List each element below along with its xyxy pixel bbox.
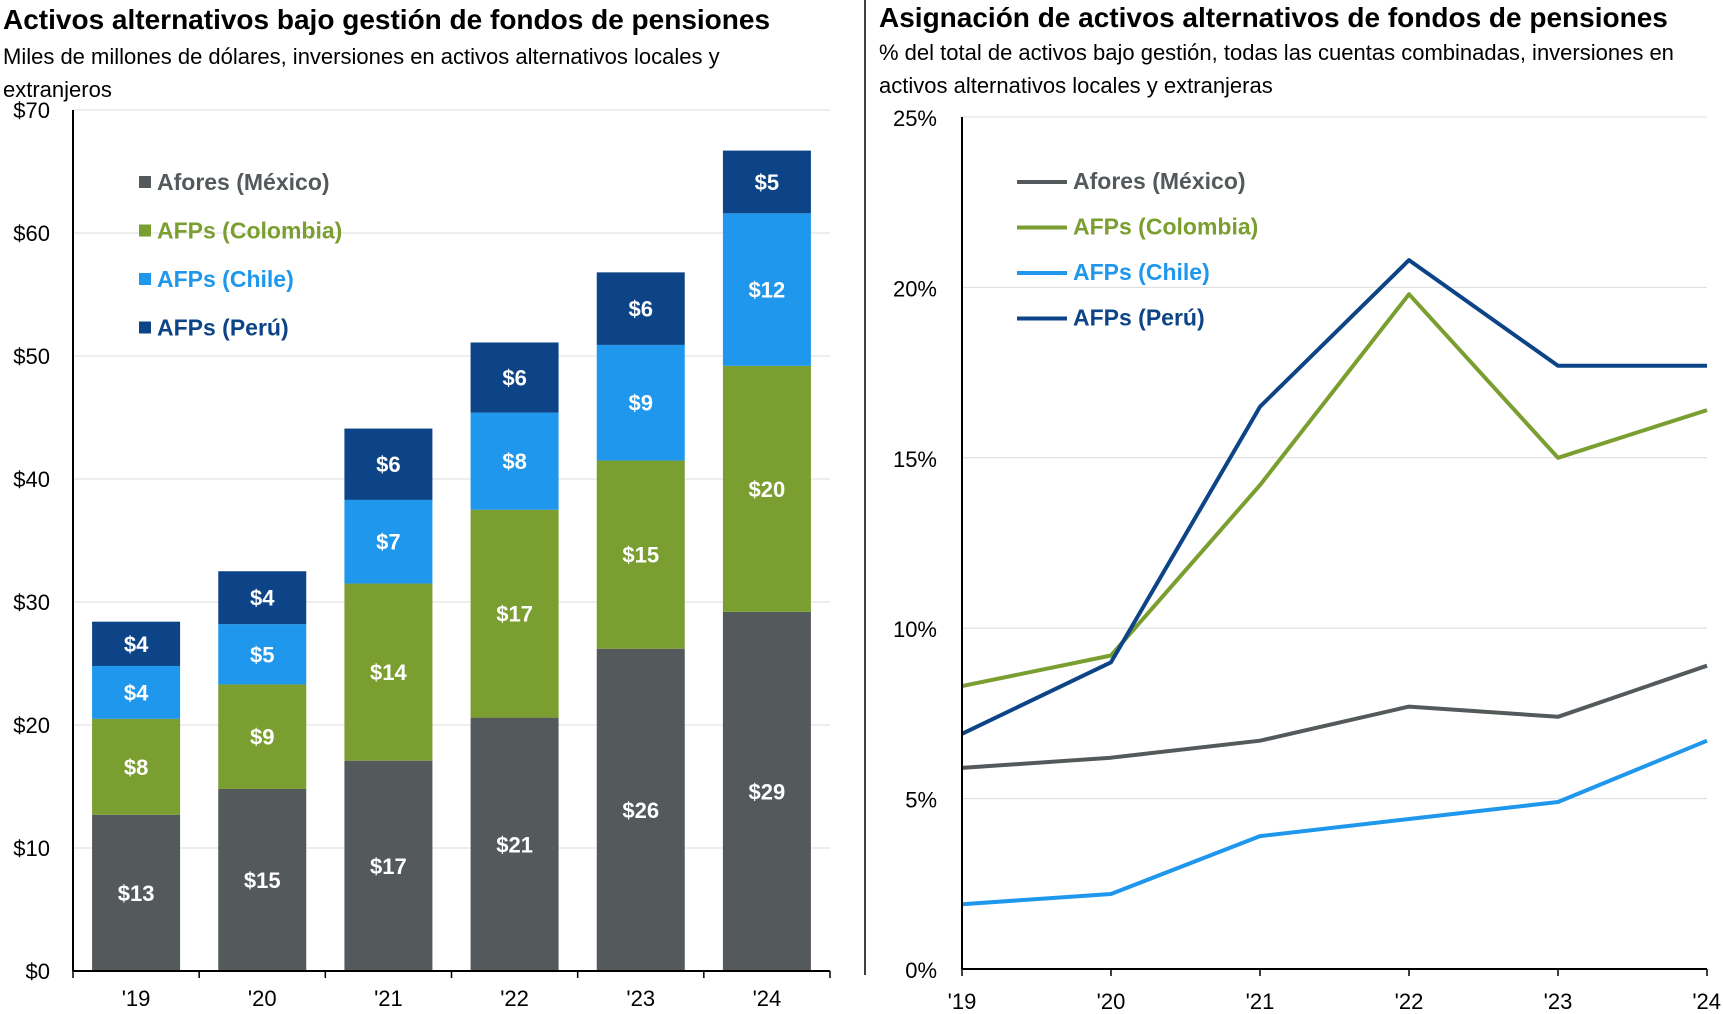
bar-segment	[344, 428, 433, 500]
bar-data-label: $5	[755, 170, 779, 195]
bar-segment	[218, 788, 307, 971]
legend-label: AFPs (Perú)	[157, 315, 289, 341]
bar-segment	[722, 150, 811, 214]
bar-segment	[218, 684, 307, 789]
bar-segment	[722, 611, 811, 971]
legend-label: AFPs (Chile)	[1073, 259, 1210, 285]
y-tick-label: 0%	[905, 958, 937, 983]
y-tick-label: 10%	[893, 617, 937, 642]
bar-segment	[596, 460, 685, 649]
bar-segment	[596, 344, 685, 461]
legend-label: AFPs (Chile)	[157, 266, 294, 292]
bar-data-label: $8	[502, 449, 526, 474]
legend-label: AFPs (Perú)	[1073, 305, 1205, 331]
stacked-bar-chart: $0 $10 $20 $30 $40 $50 $60 $70 $13 $8 $4 $4 '19 $15 $9…	[13, 98, 831, 1011]
bar-data-label: $9	[629, 391, 653, 416]
left-chart-subtitle: Miles de millones de dólares, inversione…	[3, 44, 720, 102]
legend-marker	[139, 273, 151, 285]
bar-data-label: $6	[629, 297, 653, 322]
x-tick-label: '23	[1544, 989, 1573, 1014]
legend-marker	[139, 224, 151, 237]
y-tick-label: $40	[13, 467, 50, 492]
bar-segment	[596, 648, 685, 971]
bar-data-label: $13	[118, 881, 155, 906]
bar-segment	[722, 365, 811, 612]
series-line	[961, 738, 1708, 907]
bar-data-label: $21	[496, 832, 533, 857]
bar-data-label: $29	[749, 779, 786, 804]
x-tick-label: '22	[1395, 989, 1424, 1014]
bar-segment	[92, 718, 181, 815]
x-tick-label: '21	[374, 986, 403, 1011]
legend-label: Afores (México)	[1073, 168, 1246, 194]
left-chart-title: Activos alternativos bajo gestión de fon…	[3, 4, 771, 35]
bar-segment	[218, 571, 307, 625]
bar-segment	[344, 583, 433, 761]
bar-segment	[470, 412, 559, 510]
x-tick-label: '19	[122, 986, 151, 1011]
y-tick-label: $20	[13, 713, 50, 738]
bar-data-label: $4	[124, 680, 149, 705]
y-tick-label: 25%	[893, 106, 937, 131]
bar-data-label: $20	[749, 477, 786, 502]
bar-data-label: $7	[376, 530, 400, 555]
bar-data-label: $15	[622, 543, 659, 568]
y-tick-label: $0	[26, 959, 50, 984]
right-chart-subtitle: % del total de activos bajo gestión, tod…	[879, 40, 1674, 98]
legend-marker	[139, 176, 151, 188]
y-tick-label: 5%	[905, 788, 937, 813]
series-line	[961, 663, 1708, 770]
y-tick-label: $50	[13, 344, 50, 369]
bar-segment	[344, 499, 433, 584]
bar-data-label: $4	[124, 632, 149, 657]
bar-segment	[344, 760, 433, 971]
x-tick-label: '19	[948, 989, 977, 1014]
y-tick-label: $10	[13, 836, 50, 861]
bar-data-label: $14	[370, 660, 407, 685]
x-tick-label: '20	[248, 986, 277, 1011]
bar-data-label: $6	[502, 366, 526, 391]
y-tick-label: $60	[13, 221, 50, 246]
x-tick-label: '20	[1097, 989, 1126, 1014]
bar-data-label: $6	[376, 452, 400, 477]
legend-marker	[139, 321, 151, 334]
x-tick-label: '22	[500, 986, 529, 1011]
bar-data-label: $8	[124, 755, 148, 780]
bar-segment	[470, 717, 559, 971]
bar-segment	[92, 621, 181, 666]
x-tick-label: '23	[626, 986, 655, 1011]
y-tick-label: $30	[13, 590, 50, 615]
series-line	[961, 292, 1708, 689]
x-tick-label: '24	[753, 986, 782, 1011]
bar-data-label: $17	[370, 854, 407, 879]
legend-label: AFPs (Colombia)	[157, 218, 342, 244]
y-tick-label: 20%	[893, 276, 937, 301]
bar-data-label: $4	[250, 586, 275, 611]
bar-data-label: $12	[749, 278, 786, 303]
legend-label: AFPs (Colombia)	[1073, 214, 1258, 240]
x-tick-label: '24	[1692, 989, 1721, 1014]
x-tick-label: '21	[1246, 989, 1275, 1014]
bar-segment	[722, 213, 811, 366]
y-tick-label: $70	[13, 98, 50, 123]
bar-segment	[92, 814, 181, 971]
bar-data-label: $26	[622, 798, 659, 823]
series-line	[961, 258, 1707, 736]
bar-segment	[470, 509, 559, 718]
y-tick-label: 15%	[893, 447, 937, 472]
right-chart-title: Asignación de activos alternativos de fo…	[879, 2, 1668, 33]
bar-data-label: $17	[496, 602, 533, 627]
bar-segment	[92, 665, 181, 719]
bar-data-label: $15	[244, 868, 281, 893]
legend-label: Afores (México)	[157, 169, 330, 195]
bar-segment	[218, 624, 307, 685]
bar-data-label: $5	[250, 642, 274, 667]
bar-data-label: $9	[250, 725, 274, 750]
bar-segment	[596, 272, 685, 345]
bar-segment	[470, 342, 559, 413]
panel-divider	[864, 0, 866, 975]
